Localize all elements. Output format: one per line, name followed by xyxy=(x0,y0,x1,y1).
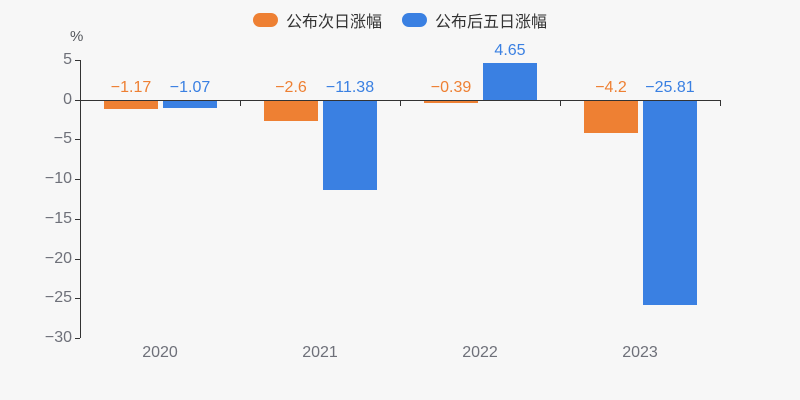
x-axis-tick xyxy=(240,100,241,106)
y-axis-tick xyxy=(75,338,80,339)
x-axis-category-label: 2020 xyxy=(142,344,178,361)
bar-2023-series-2[interactable] xyxy=(643,101,697,305)
bar-value-label: −2.6 xyxy=(275,79,307,96)
y-axis-unit-label: % xyxy=(70,28,84,45)
legend-label: 公布次日涨幅 xyxy=(285,14,382,31)
bar-value-label: −0.39 xyxy=(430,79,472,96)
bar-2022-series-1[interactable] xyxy=(424,101,478,103)
legend-item-2[interactable]: 公布后五日涨幅 xyxy=(402,8,547,32)
y-axis-tick xyxy=(75,139,80,140)
y-axis-tick xyxy=(75,219,80,220)
y-axis-tick-label: 0 xyxy=(63,91,72,108)
y-axis-tick xyxy=(75,298,80,299)
y-axis-tick-label: −15 xyxy=(44,210,72,227)
y-axis-tick xyxy=(75,259,80,260)
y-axis-tick xyxy=(75,60,80,61)
legend-marker-icon xyxy=(402,13,427,27)
bar-value-label: −25.81 xyxy=(645,79,695,96)
y-axis-tick xyxy=(75,100,80,101)
x-axis-category-label: 2021 xyxy=(302,344,338,361)
bar-2022-series-2[interactable] xyxy=(483,63,537,100)
x-axis-category-label: 2022 xyxy=(462,344,498,361)
legend: 公布次日涨幅 公布后五日涨幅 xyxy=(252,8,547,32)
legend-label: 公布后五日涨幅 xyxy=(435,14,548,31)
bar-value-label: −1.17 xyxy=(110,79,152,96)
legend-marker-icon xyxy=(252,13,278,27)
bar-value-label: −11.38 xyxy=(325,79,375,96)
y-axis-line xyxy=(80,60,81,338)
y-axis-tick-label: −5 xyxy=(53,130,72,147)
bar-2020-series-1[interactable] xyxy=(104,101,158,109)
y-axis-tick-label: 5 xyxy=(63,51,72,68)
x-axis-tick xyxy=(720,100,721,106)
legend-item-1[interactable]: 公布次日涨幅 xyxy=(252,8,382,32)
bar-2021-series-2[interactable] xyxy=(323,101,377,190)
x-axis-tick xyxy=(80,100,81,106)
bar-value-label: 4.65 xyxy=(494,42,526,59)
x-axis-tick xyxy=(400,100,401,106)
y-axis-tick-label: −20 xyxy=(44,250,72,267)
y-axis-tick-label: −10 xyxy=(44,170,72,187)
bar-value-label: −4.2 xyxy=(595,79,627,96)
bar-2023-series-1[interactable] xyxy=(584,101,638,133)
bar-2021-series-1[interactable] xyxy=(264,101,318,121)
bar-value-label: −1.07 xyxy=(169,79,211,96)
x-axis-category-label: 2023 xyxy=(622,344,658,361)
x-axis-tick xyxy=(560,100,561,106)
y-axis-tick-label: −25 xyxy=(44,289,72,306)
y-axis-tick xyxy=(75,179,80,180)
y-axis-tick-label: −30 xyxy=(44,329,72,346)
bar-2020-series-2[interactable] xyxy=(163,101,217,108)
